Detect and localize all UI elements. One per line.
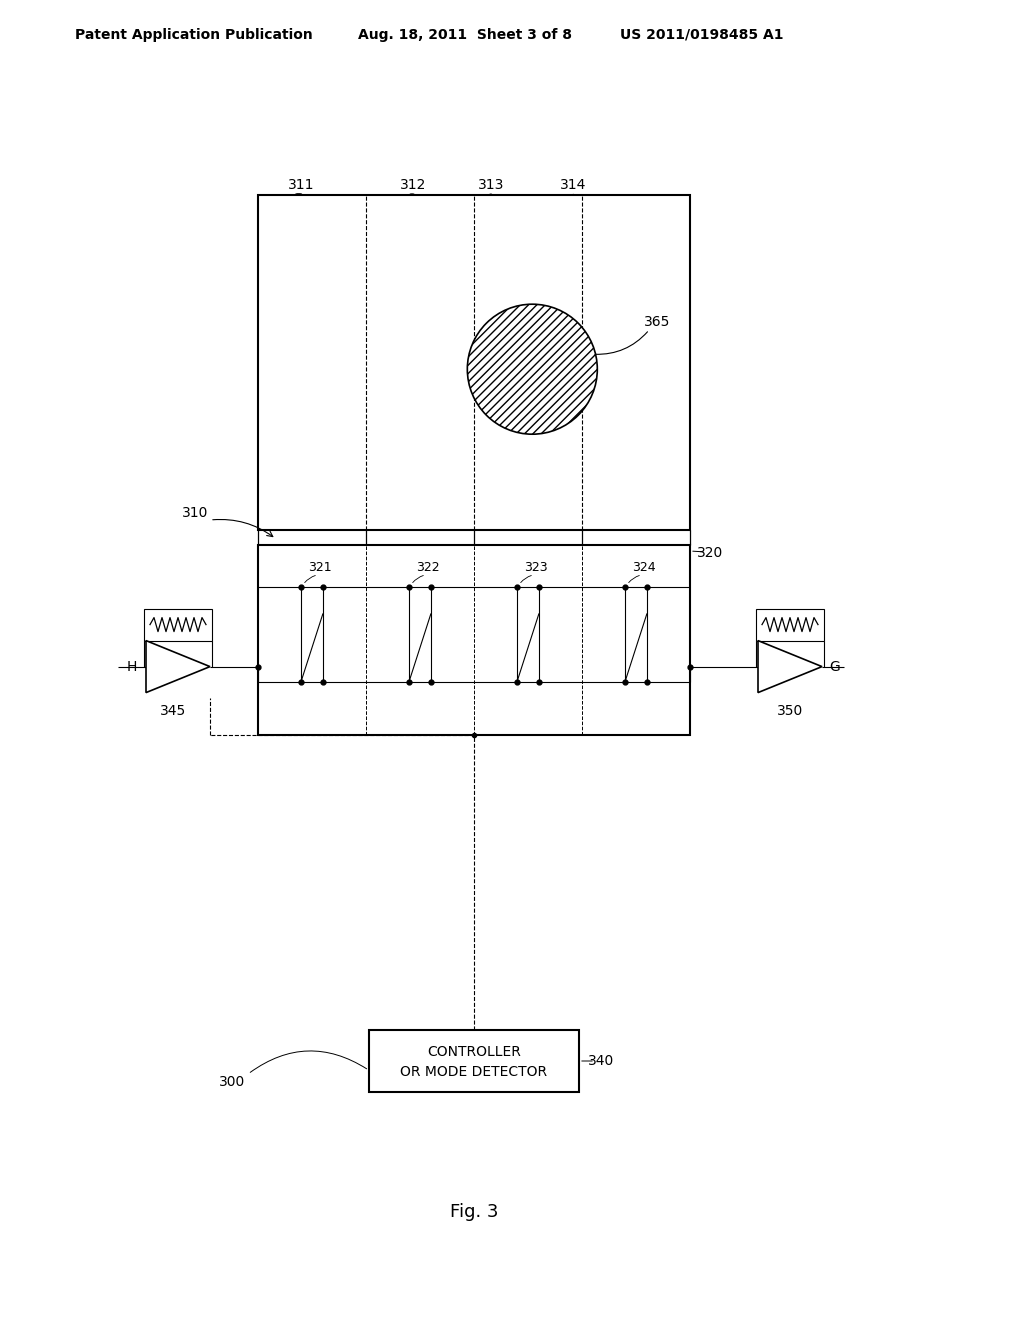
Bar (258, 195, 690, 531)
Text: G: G (829, 660, 841, 673)
Text: Aug. 18, 2011  Sheet 3 of 8: Aug. 18, 2011 Sheet 3 of 8 (358, 28, 572, 42)
Text: 345: 345 (160, 704, 186, 718)
Polygon shape (758, 640, 822, 693)
Text: CONTROLLER: CONTROLLER (427, 1045, 521, 1060)
Text: OR MODE DETECTOR: OR MODE DETECTOR (400, 1064, 548, 1078)
Text: 310: 310 (182, 506, 208, 520)
Text: 312: 312 (400, 178, 427, 191)
Text: 311: 311 (288, 178, 314, 191)
Bar (144, 609, 212, 640)
Text: 322: 322 (416, 561, 440, 574)
Text: 314: 314 (560, 178, 587, 191)
Circle shape (467, 304, 597, 434)
Text: 340: 340 (588, 1053, 614, 1068)
Bar (756, 609, 824, 640)
Text: 365: 365 (644, 314, 671, 329)
Text: Fig. 3: Fig. 3 (450, 1203, 499, 1221)
Bar (369, 1030, 579, 1092)
Text: H: H (127, 660, 137, 673)
Text: 324: 324 (632, 561, 655, 574)
Text: 321: 321 (308, 561, 332, 574)
Text: 300: 300 (219, 1074, 245, 1089)
Text: Patent Application Publication: Patent Application Publication (75, 28, 312, 42)
Text: 313: 313 (478, 178, 505, 191)
Text: 323: 323 (524, 561, 548, 574)
Polygon shape (146, 640, 210, 693)
Text: 350: 350 (777, 704, 803, 718)
Text: 320: 320 (697, 546, 723, 560)
Text: US 2011/0198485 A1: US 2011/0198485 A1 (620, 28, 783, 42)
Bar (258, 545, 690, 735)
